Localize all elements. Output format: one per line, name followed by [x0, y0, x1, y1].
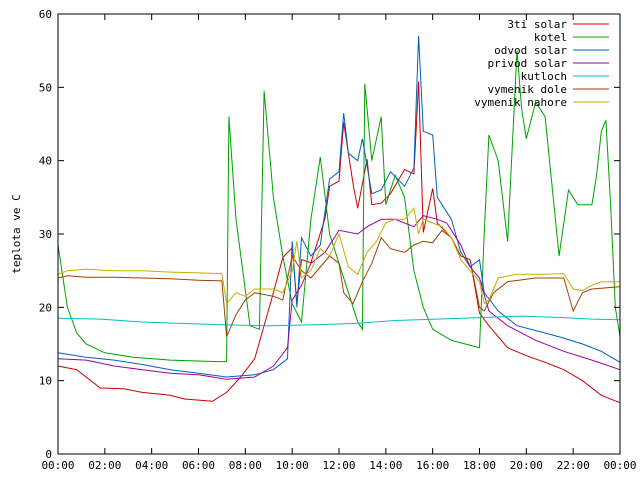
x-tick-label: 12:00 — [322, 459, 355, 472]
y-tick-label: 0 — [45, 448, 52, 461]
y-tick-label: 10 — [39, 375, 52, 388]
series-line-1 — [57, 50, 621, 363]
x-tick-label: 06:00 — [182, 459, 215, 472]
y-tick-label: 30 — [39, 228, 52, 241]
y-axis-label: teplota ve C — [10, 194, 23, 273]
x-tick-label: 20:00 — [510, 459, 543, 472]
y-tick-label: 60 — [39, 8, 52, 21]
x-tick-label: 14:00 — [369, 459, 402, 472]
axis-ticks: 0 10 20 30 40 50 60 00:00 02:00 04:00 06:00 08:00 10… — [39, 8, 637, 472]
x-tick-label: 00:00 — [603, 459, 636, 472]
legend-label: odvod solar — [494, 44, 567, 57]
legend-label: kotel — [534, 31, 567, 44]
x-tick-label: 22:00 — [557, 459, 590, 472]
series-layer — [57, 35, 621, 404]
series-line-5 — [57, 229, 621, 337]
x-tick-label: 02:00 — [88, 459, 121, 472]
legend-label: kutloch — [521, 70, 567, 83]
x-tick-label: 08:00 — [229, 459, 262, 472]
x-tick-label: 16:00 — [416, 459, 449, 472]
legend-label: 3ti solar — [507, 18, 567, 31]
series-line-2 — [57, 35, 621, 378]
series-line-0 — [57, 81, 621, 404]
legend-label: vymenik dole — [488, 83, 567, 96]
legend-label: vymenik nahore — [474, 96, 567, 109]
x-tick-label: 04:00 — [135, 459, 168, 472]
legend-label: privod solar — [488, 57, 568, 70]
series-line-4 — [57, 315, 621, 327]
x-tick-label: 00:00 — [41, 459, 74, 472]
y-tick-label: 40 — [39, 155, 52, 168]
y-tick-label: 50 — [39, 81, 52, 94]
x-tick-label: 18:00 — [463, 459, 496, 472]
x-tick-label: 10:00 — [276, 459, 309, 472]
series-line-3 — [57, 215, 621, 380]
y-tick-label: 20 — [39, 301, 52, 314]
series-line-6 — [57, 207, 620, 305]
